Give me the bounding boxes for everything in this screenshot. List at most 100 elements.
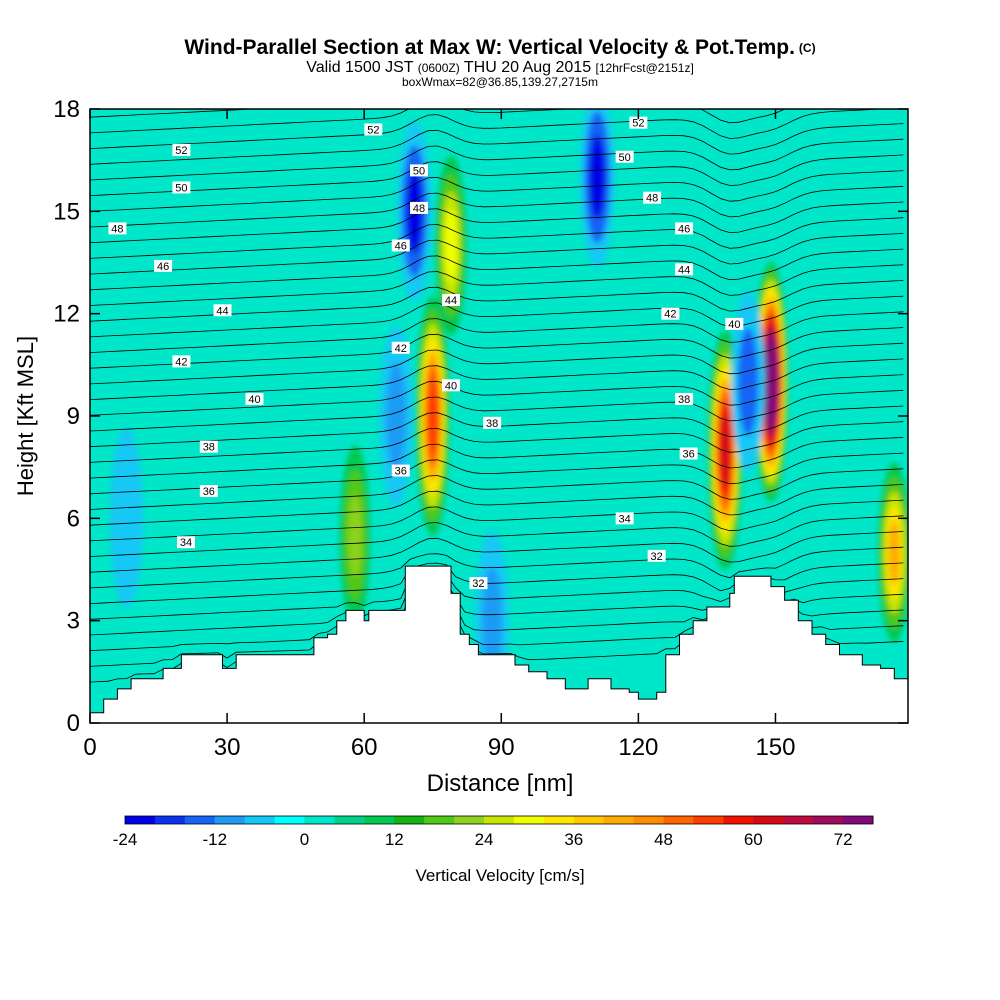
isentrope-line bbox=[90, 201, 904, 244]
isentrope-line bbox=[90, 374, 904, 416]
colorbar-tick-label: -24 bbox=[113, 830, 138, 849]
y-tick-label: 6 bbox=[67, 505, 80, 532]
y-tick-label: 0 bbox=[67, 710, 80, 737]
colorbar-swatch bbox=[454, 816, 485, 824]
svg-text:50: 50 bbox=[175, 182, 187, 194]
svg-text:40: 40 bbox=[248, 394, 260, 406]
colorbar-tick-label: 60 bbox=[744, 830, 763, 849]
svg-text:50: 50 bbox=[619, 152, 631, 164]
isentrope-line bbox=[90, 248, 904, 291]
isentrope-label: 48 bbox=[643, 191, 662, 205]
x-tick-label: 60 bbox=[351, 734, 378, 761]
svg-text:48: 48 bbox=[111, 223, 123, 235]
isentrope-line bbox=[90, 154, 904, 196]
svg-text:44: 44 bbox=[216, 305, 228, 317]
isentrope-line bbox=[90, 109, 889, 149]
isentrope-label: 36 bbox=[391, 464, 410, 478]
isentrope-line bbox=[90, 421, 904, 463]
svg-text:40: 40 bbox=[728, 319, 740, 331]
colorbar-swatch bbox=[274, 816, 306, 824]
y-tick-label: 15 bbox=[53, 198, 80, 225]
x-tick-label: 120 bbox=[618, 734, 658, 761]
isentrope-line bbox=[90, 468, 904, 510]
colorbar-swatch bbox=[184, 816, 216, 824]
isentrope-label: 38 bbox=[199, 440, 218, 454]
isentrope-label: 38 bbox=[483, 416, 502, 430]
colorbar-swatch bbox=[394, 816, 425, 824]
velocity-cell bbox=[379, 326, 413, 506]
isentrope-line bbox=[90, 264, 904, 306]
colorbar-tick-label: 48 bbox=[654, 830, 673, 849]
colorbar-swatch bbox=[364, 816, 395, 824]
svg-text:48: 48 bbox=[413, 203, 425, 215]
isentrope-label: 32 bbox=[469, 577, 488, 590]
isentrope-label: 36 bbox=[199, 485, 218, 498]
velocity-cell bbox=[731, 291, 765, 472]
svg-text:34: 34 bbox=[180, 537, 192, 549]
colorbar-swatch bbox=[154, 816, 186, 824]
svg-text:38: 38 bbox=[203, 442, 215, 454]
isentrope-label: 40 bbox=[245, 392, 264, 406]
isentrope-label: 48 bbox=[108, 222, 127, 235]
isentrope-label: 46 bbox=[154, 259, 173, 273]
svg-text:46: 46 bbox=[395, 240, 407, 252]
isentrope-label: 52 bbox=[629, 116, 648, 130]
colorbar-swatch bbox=[603, 816, 635, 824]
colorbar-tick-label: 0 bbox=[300, 830, 309, 849]
isentrope-line bbox=[90, 499, 904, 542]
isentrope-label: 44 bbox=[442, 294, 461, 307]
svg-text:32: 32 bbox=[472, 578, 484, 590]
colorbar-swatch bbox=[543, 816, 575, 824]
svg-text:52: 52 bbox=[632, 118, 644, 130]
colorbar-label: Vertical Velocity [cm/s] bbox=[415, 866, 584, 885]
svg-text:44: 44 bbox=[445, 295, 457, 307]
colorbar-swatch bbox=[244, 816, 276, 824]
colorbar-swatch bbox=[633, 816, 665, 824]
isentrope-label: 42 bbox=[391, 341, 410, 355]
isentrope-line bbox=[90, 452, 904, 495]
isentrope-label: 34 bbox=[615, 512, 634, 525]
colorbar-swatch bbox=[693, 816, 724, 824]
copyright-mark: (C) bbox=[798, 41, 816, 55]
isentrope-label: 38 bbox=[675, 392, 694, 406]
svg-text:36: 36 bbox=[203, 486, 215, 498]
x-tick-label: 0 bbox=[83, 734, 96, 761]
isentrope-label: 42 bbox=[172, 355, 191, 368]
colorbar-swatch bbox=[723, 816, 754, 824]
isentrope-label: 52 bbox=[172, 143, 191, 157]
colorbar-swatch bbox=[484, 816, 515, 824]
svg-text:48: 48 bbox=[646, 193, 658, 205]
svg-text:36: 36 bbox=[683, 449, 695, 461]
isentrope-label: 44 bbox=[213, 304, 232, 317]
isentrope-label: 50 bbox=[615, 150, 634, 164]
potential-temperature-contours bbox=[90, 109, 904, 683]
isentrope-label: 42 bbox=[661, 307, 680, 321]
isentrope-line bbox=[90, 546, 904, 589]
colorbar-swatch bbox=[813, 816, 844, 824]
svg-text:44: 44 bbox=[678, 264, 690, 276]
isentrope-line bbox=[90, 531, 904, 573]
isentrope-label: 36 bbox=[679, 447, 698, 461]
isentrope-line bbox=[90, 311, 904, 353]
isentrope-label: 40 bbox=[725, 317, 744, 331]
colorbar: -24 -12 0 12 24 36 48 60 72 bbox=[113, 815, 874, 849]
colorbar-swatch bbox=[304, 816, 335, 824]
svg-text:32: 32 bbox=[651, 551, 663, 563]
isentrope-line bbox=[90, 185, 904, 228]
isentrope-line bbox=[90, 109, 262, 118]
terrain-profile bbox=[89, 565, 909, 724]
isentrope-line bbox=[90, 170, 904, 212]
isentrope-label: 52 bbox=[364, 123, 383, 136]
colorbar-swatch bbox=[663, 816, 694, 824]
svg-text:42: 42 bbox=[175, 356, 187, 368]
isentrope-label: 46 bbox=[391, 239, 410, 252]
isentrope-line bbox=[90, 138, 904, 181]
isentrope-line bbox=[90, 109, 786, 134]
colorbar-tick-label: -12 bbox=[202, 830, 227, 849]
box-info-line: boxWmax=82@36.85,139.27,2715m bbox=[402, 75, 598, 89]
isentrope-line bbox=[90, 123, 904, 165]
colorbar-tick-label: 36 bbox=[564, 830, 583, 849]
svg-text:34: 34 bbox=[619, 513, 631, 525]
svg-text:52: 52 bbox=[367, 124, 379, 136]
